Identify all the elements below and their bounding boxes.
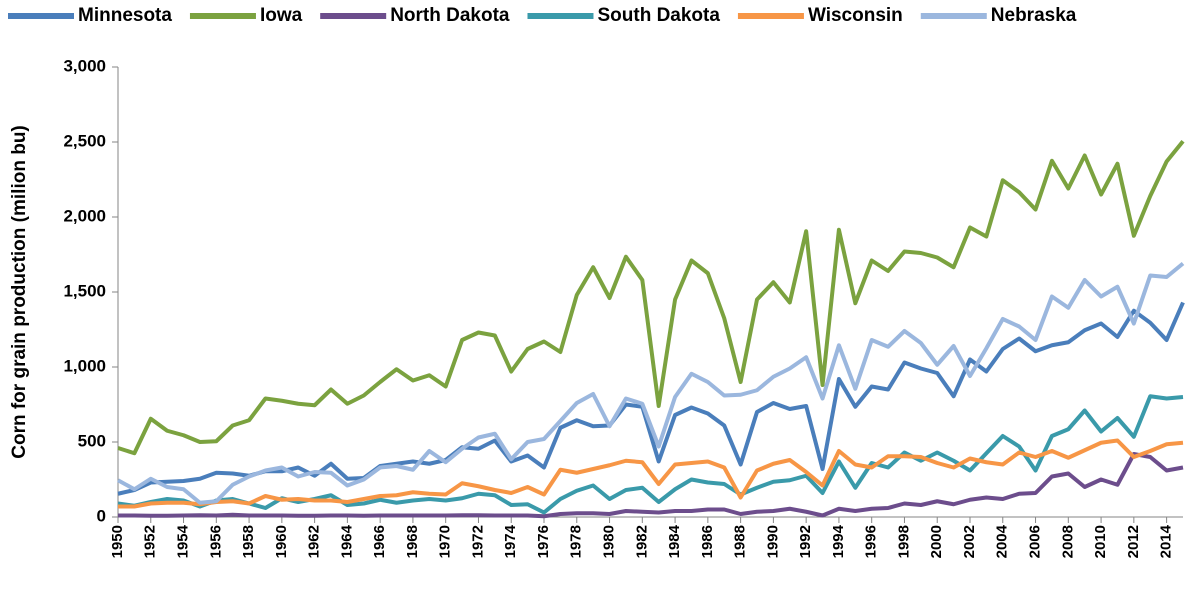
series-line xyxy=(117,261,1185,505)
x-tick-label: 1954 xyxy=(175,524,192,558)
series-line xyxy=(118,452,1184,519)
x-tick-label: 1988 xyxy=(732,525,749,558)
legend-label: Nebraska xyxy=(991,5,1077,26)
legend-label: South Dakota xyxy=(597,5,720,26)
y-tick-label: 1,500 xyxy=(63,281,106,300)
x-tick-label: 1972 xyxy=(469,525,486,558)
x-tick-label: 1974 xyxy=(502,524,519,558)
legend-label: Wisconsin xyxy=(808,5,903,26)
legend-label: North Dakota xyxy=(390,5,510,26)
x-tick-label: 1960 xyxy=(273,525,290,558)
x-tick-label: 2010 xyxy=(1092,525,1109,558)
x-tick-label: 1998 xyxy=(895,525,912,558)
x-tick-label: 2012 xyxy=(1125,525,1142,558)
series-line xyxy=(117,394,1184,515)
x-tick-label: 2014 xyxy=(1158,524,1175,558)
y-tick-label: 2,000 xyxy=(63,206,106,225)
series-line xyxy=(117,301,1185,496)
x-tick-label: 1968 xyxy=(404,525,421,558)
x-tick-label: 1996 xyxy=(863,525,880,558)
x-tick-label: 1984 xyxy=(666,524,683,558)
x-tick-label: 2006 xyxy=(1027,525,1044,558)
y-tick-label: 2,500 xyxy=(63,131,106,150)
y-tick-label: 3,000 xyxy=(63,56,106,75)
x-tick-label: 1986 xyxy=(699,525,716,558)
series-line xyxy=(118,438,1184,509)
x-tick-label: 1950 xyxy=(109,525,126,558)
x-tick-label: 1952 xyxy=(142,525,159,558)
series-line xyxy=(117,139,1185,456)
x-tick-label: 1970 xyxy=(437,525,454,558)
legend-label: Iowa xyxy=(260,5,303,26)
x-tick-label: 2000 xyxy=(928,525,945,558)
y-tick-label: 0 xyxy=(97,506,106,525)
x-tick-label: 1990 xyxy=(764,525,781,558)
y-tick-label: 500 xyxy=(78,431,106,450)
x-tick-label: 2002 xyxy=(961,525,978,558)
x-tick-label: 1966 xyxy=(371,525,388,558)
x-tick-label: 1980 xyxy=(601,525,618,558)
x-tick-label: 1958 xyxy=(240,525,257,558)
y-axis-label: Corn for grain production (milion bu) xyxy=(9,125,30,459)
y-tick-label: 1,000 xyxy=(63,356,106,375)
x-tick-label: 1964 xyxy=(338,524,355,558)
x-tick-label: 2008 xyxy=(1059,525,1076,558)
x-tick-label: 1976 xyxy=(535,525,552,558)
x-tick-label: 1982 xyxy=(633,525,650,558)
x-tick-label: 1962 xyxy=(306,525,323,558)
x-tick-label: 1994 xyxy=(830,524,847,558)
x-tick-label: 2004 xyxy=(994,524,1011,558)
legend-label: Minnesota xyxy=(78,5,172,26)
x-tick-label: 1956 xyxy=(207,525,224,558)
x-tick-label: 1978 xyxy=(568,525,585,558)
x-tick-label: 1992 xyxy=(797,525,814,558)
